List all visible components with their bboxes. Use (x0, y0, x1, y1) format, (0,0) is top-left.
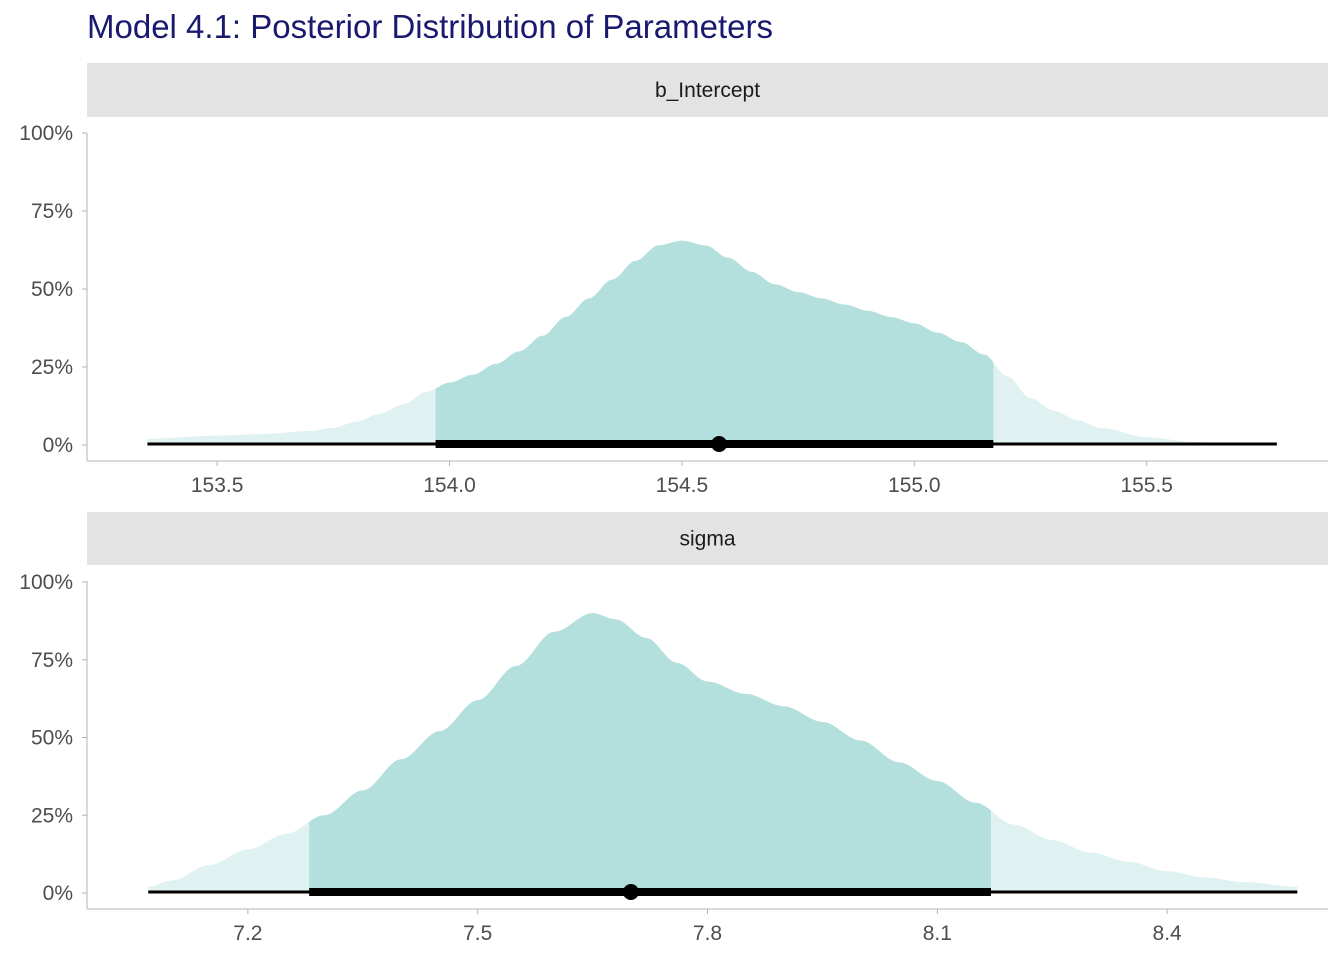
y-tick-label: 0% (43, 434, 73, 457)
y-tick-label: 0% (43, 882, 73, 905)
point-estimate (622, 884, 639, 900)
y-tick-label: 100% (19, 122, 73, 145)
panel-sigma: sigma 0% 25% 50% 75% 100% 7.2 7.5 7.8 8.1 8.4 (19, 512, 1328, 945)
x-tick-label: 8.1 (923, 922, 952, 945)
y-tick-label: 50% (31, 278, 73, 301)
x-tick-label: 7.2 (233, 922, 262, 945)
x-tick-label: 7.5 (463, 922, 492, 945)
facet-strip-label: sigma (679, 528, 735, 551)
facet-strip-label: b_Intercept (655, 79, 760, 102)
density-interval-area (309, 613, 991, 893)
y-tick-label: 75% (31, 200, 73, 223)
y-tick-label: 50% (31, 727, 73, 750)
x-tick-label: 155.5 (1120, 474, 1173, 497)
x-tick-label: 155.0 (888, 474, 941, 497)
x-tick-label: 153.5 (191, 474, 244, 497)
x-tick-label: 154.5 (656, 474, 709, 497)
point-estimate (711, 436, 728, 452)
x-tick-label: 7.8 (693, 922, 722, 945)
y-tick-label: 100% (19, 571, 73, 594)
y-tick-label: 25% (31, 356, 73, 379)
y-tick-label: 25% (31, 804, 73, 827)
facet-strip (87, 63, 1328, 117)
x-tick-label: 154.0 (423, 474, 476, 497)
panel-b-intercept: b_Intercept 0% 25% 50% 75% 100% 153.5 154.0 154.… (19, 63, 1328, 497)
x-tick-label: 8.4 (1153, 922, 1183, 945)
y-tick-label: 75% (31, 649, 73, 672)
chart-title: Model 4.1: Posterior Distribution of Par… (87, 8, 773, 45)
density-interval-area (435, 240, 994, 445)
facet-strip (87, 512, 1328, 565)
